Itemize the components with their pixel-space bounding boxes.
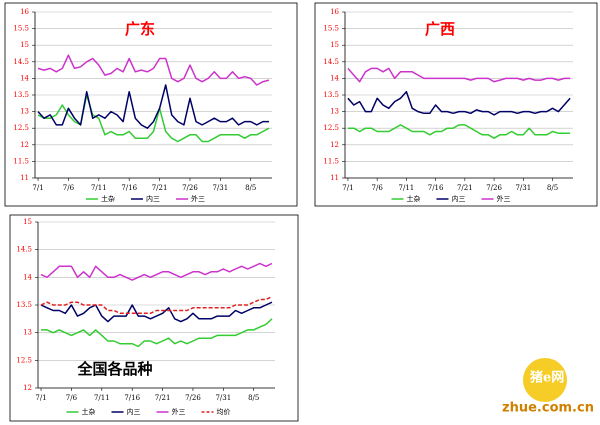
x-tick-label: 8/5 [245, 184, 256, 192]
y-tick-label: 15 [23, 218, 32, 226]
chart-frame [314, 2, 598, 207]
watermark-site: zhue.com.cn [502, 401, 594, 416]
y-tick-label: 13.5 [16, 301, 32, 309]
legend-label: 内三 [127, 407, 141, 416]
x-tick-label: 7/31 [212, 184, 228, 192]
x-tick-label: 7/26 [185, 394, 201, 402]
chart-frame [4, 2, 298, 207]
x-tick-label: 7/26 [486, 184, 502, 192]
chart-title: 全国各品种 [76, 360, 152, 378]
series-line [37, 84, 269, 129]
y-tick-label: 14.5 [16, 246, 32, 254]
legend-label: 土杂 [407, 194, 421, 203]
y-tick-label: 11.5 [323, 157, 339, 165]
y-tick-label: 12.5 [13, 124, 29, 132]
x-tick-label: 7/21 [457, 184, 473, 192]
x-tick-label: 7/6 [66, 394, 78, 402]
y-tick-label: 12 [20, 141, 29, 149]
y-tick-label: 12 [330, 141, 339, 149]
y-tick-label: 13 [330, 108, 339, 116]
x-tick-label: 7/21 [155, 394, 171, 402]
x-tick-label: 8/5 [547, 184, 558, 192]
y-tick-label: 16 [20, 8, 29, 16]
chart-title: 广西 [425, 20, 455, 38]
legend-label: 内三 [146, 194, 160, 203]
y-tick-label: 15 [20, 41, 29, 49]
x-tick-label: 7/26 [182, 184, 198, 192]
x-tick-label: 7/1 [342, 184, 353, 192]
y-tick-label: 14.5 [13, 58, 29, 66]
legend-label: 土杂 [82, 407, 96, 416]
legend-label: 内三 [452, 194, 466, 203]
y-tick-label: 12.5 [16, 356, 32, 364]
series-line [40, 301, 273, 323]
x-tick-label: 7/11 [91, 184, 107, 192]
y-tick-label: 15.5 [323, 25, 339, 33]
y-tick-label: 14 [23, 273, 32, 281]
x-tick-label: 7/1 [35, 394, 46, 402]
watermark-logo [523, 358, 567, 402]
y-tick-label: 14 [330, 74, 339, 82]
series-line [347, 90, 571, 116]
legend-label: 外三 [497, 194, 511, 203]
legend-label: 外三 [172, 407, 186, 416]
x-tick-label: 7/16 [428, 184, 444, 192]
x-tick-label: 7/11 [399, 184, 415, 192]
y-tick-label: 11.5 [13, 157, 29, 165]
x-tick-label: 8/5 [248, 394, 259, 402]
series-line [40, 296, 273, 315]
x-tick-label: 7/11 [94, 394, 110, 402]
x-tick-label: 7/16 [121, 184, 137, 192]
x-tick-label: 7/1 [32, 184, 43, 192]
y-tick-label: 12.5 [323, 124, 339, 132]
y-tick-label: 16 [330, 8, 339, 16]
series-line [347, 67, 571, 83]
y-tick-label: 12 [23, 384, 32, 392]
y-tick-label: 15.5 [13, 25, 29, 33]
series-line [41, 318, 273, 348]
legend-label: 土杂 [101, 194, 115, 203]
y-tick-label: 13.5 [323, 91, 339, 99]
y-tick-label: 13.5 [13, 91, 29, 99]
y-tick-label: 11 [330, 174, 339, 182]
x-tick-label: 7/6 [372, 184, 384, 192]
series-line [37, 54, 270, 86]
legend-label: 外三 [191, 194, 205, 203]
y-tick-label: 13 [23, 329, 32, 337]
y-tick-label: 13 [20, 108, 29, 116]
watermark: 猪e网 zhue.com.cn [502, 358, 594, 416]
x-tick-label: 7/16 [124, 394, 140, 402]
series-line [37, 94, 270, 143]
x-tick-label: 7/31 [215, 394, 231, 402]
x-tick-label: 7/31 [515, 184, 531, 192]
y-tick-label: 14.5 [323, 58, 339, 66]
y-tick-label: 15 [330, 41, 339, 49]
y-tick-label: 14 [20, 74, 29, 82]
series-line [347, 124, 571, 139]
legend-label: 均价 [217, 407, 231, 416]
y-tick-label: 11 [20, 174, 29, 182]
x-tick-label: 7/21 [152, 184, 168, 192]
x-tick-label: 7/6 [63, 184, 75, 192]
watermark-brand: 猪e网 [529, 370, 564, 386]
chart-title: 广东 [125, 20, 155, 38]
series-line [40, 262, 273, 281]
